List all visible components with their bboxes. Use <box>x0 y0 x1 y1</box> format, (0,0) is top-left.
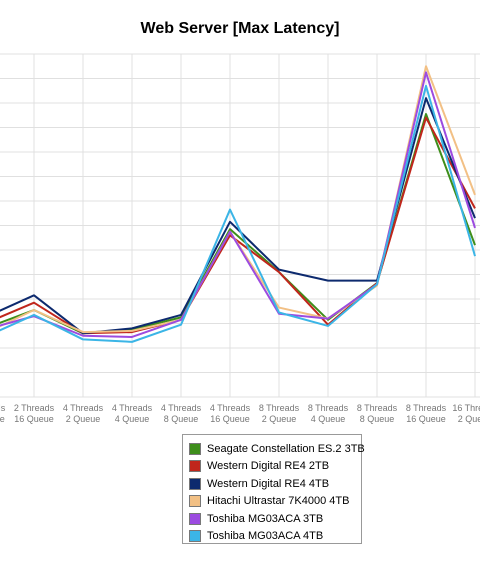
legend-label: Western Digital RE4 2TB <box>207 460 330 472</box>
legend-item: Toshiba MG03ACA 4TB <box>189 528 323 545</box>
legend-swatch <box>189 442 201 455</box>
legend-label: Hitachi Ultrastar 7K4000 4TB <box>207 495 350 507</box>
series-line <box>0 97 476 335</box>
x-tick-label: 4 Threads 2 Queue <box>63 403 104 424</box>
legend-swatch <box>189 477 201 490</box>
series-line <box>0 65 476 334</box>
legend-item: Hitachi Ultrastar 7K4000 4TB <box>189 493 349 510</box>
legend-label: Western Digital RE4 4TB <box>207 477 330 490</box>
x-tick-label: 4 Threads 8 Queue <box>161 403 202 424</box>
legend-swatch <box>189 512 201 525</box>
legend-item: Western Digital RE4 2TB <box>189 458 329 475</box>
series-line <box>0 116 476 335</box>
legend-label: Toshiba MG03ACA 3TB <box>207 512 324 525</box>
x-tick-label: 4 Threads 4 Queue <box>112 403 153 424</box>
legend-item: Toshiba MG03ACA 3TB <box>189 510 323 527</box>
x-tick-label: 8 Threads 8 Queue <box>357 403 398 424</box>
legend-swatch <box>189 495 201 507</box>
x-tick-label: 4 Threads 16 Queue <box>210 403 251 424</box>
legend-item: Seagate Constellation ES.2 3TB <box>189 440 365 457</box>
series-line <box>0 84 476 343</box>
grid-lines <box>0 53 480 398</box>
series-lines <box>0 65 476 343</box>
x-tick-label: 2 Threads 16 Queue <box>14 403 55 424</box>
x-tick-label: 8 Threads 16 Queue <box>406 403 447 424</box>
x-tick-label: 8 Threads 2 Queue <box>259 403 300 424</box>
legend-label: Toshiba MG03ACA 4TB <box>207 530 324 542</box>
legend: Seagate Constellation ES.2 3TB Western Di… <box>182 434 365 545</box>
x-tick-label: 8 Threads 4 Queue <box>308 403 349 424</box>
legend-label: Seagate Constellation ES.2 3TB <box>207 442 365 455</box>
chart-title: Web Server [Max Latency] <box>140 20 340 37</box>
series-line <box>0 71 476 338</box>
legend-item: Western Digital RE4 4TB <box>189 475 329 492</box>
legend-swatch <box>189 530 201 542</box>
legend-swatch <box>189 460 201 472</box>
